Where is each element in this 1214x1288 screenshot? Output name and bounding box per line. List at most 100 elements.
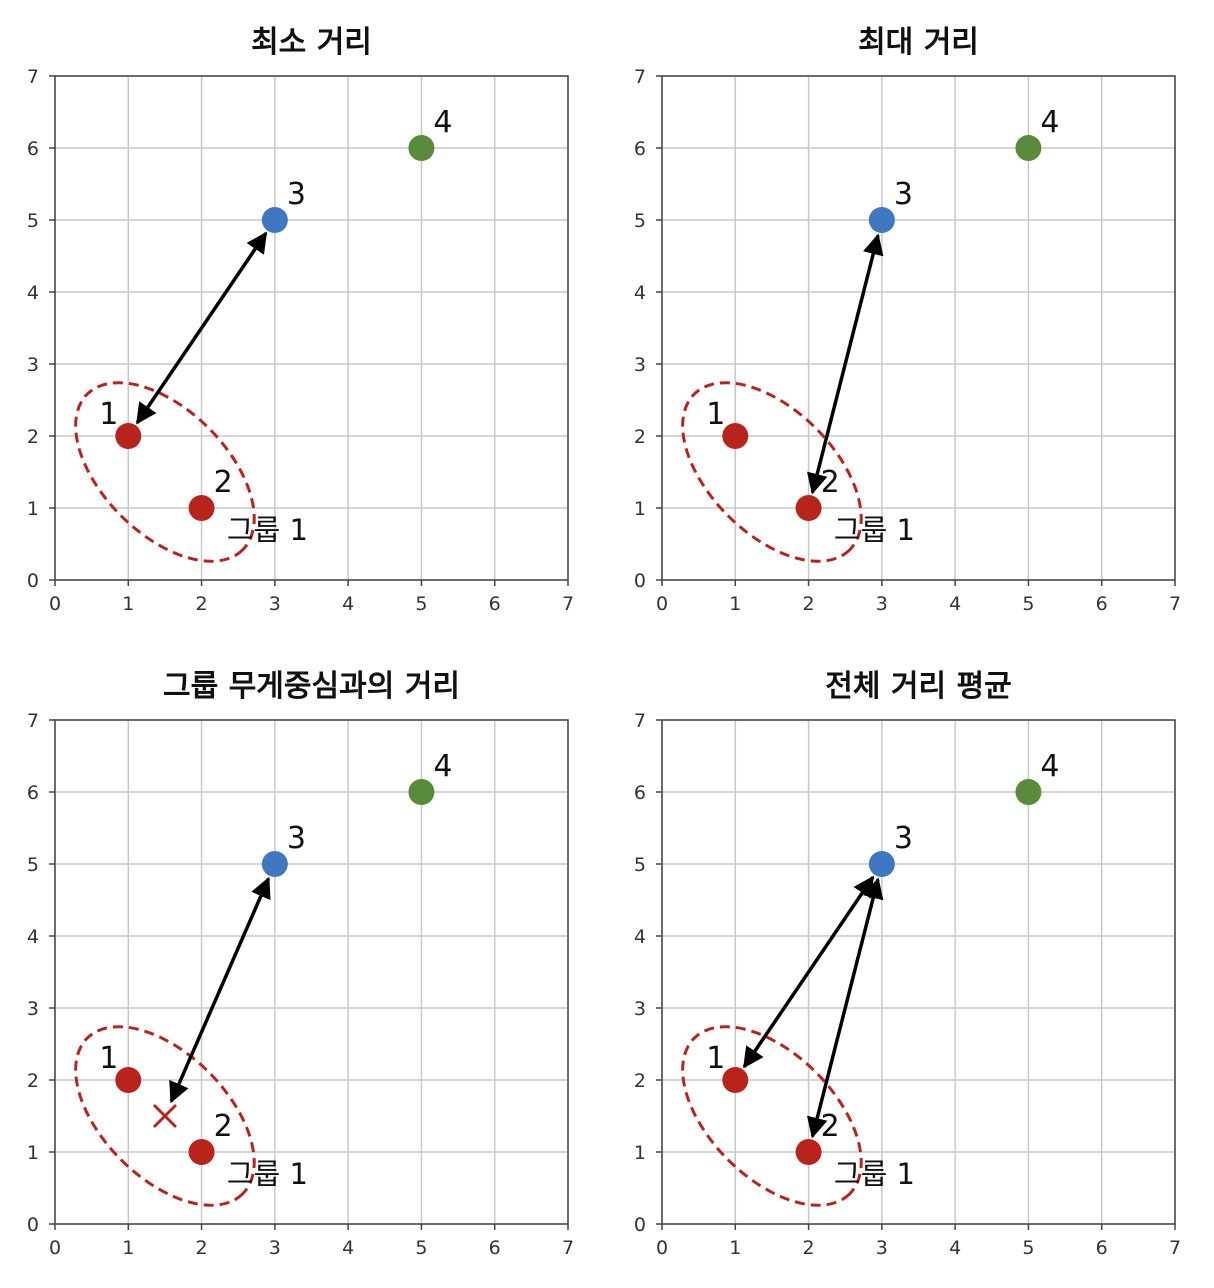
y-tick-label: 1 <box>634 1142 646 1164</box>
chart-panel: 그룹 무게중심과의 거리 0 1 2 3 4 5 6 7 0 1 2 3 4 5 6 7 그룹 1 1 2 3 4 <box>0 644 607 1288</box>
point-label: 4 <box>1040 105 1059 140</box>
x-tick-label: 2 <box>803 593 815 615</box>
data-point <box>188 1139 215 1165</box>
y-tick-label: 1 <box>634 498 646 520</box>
data-point <box>722 1067 749 1093</box>
y-tick-label: 1 <box>27 1142 39 1164</box>
chart-title: 최소 거리 <box>251 25 372 60</box>
y-tick-label: 5 <box>27 210 39 232</box>
data-point <box>868 851 895 877</box>
data-point <box>795 495 822 521</box>
group-label: 그룹 1 <box>834 1157 915 1191</box>
x-tick-label: 6 <box>489 1237 501 1259</box>
x-tick-label: 6 <box>1096 593 1108 615</box>
group-ellipse <box>74 381 256 563</box>
x-tick-label: 4 <box>342 1237 354 1259</box>
data-point <box>868 207 895 233</box>
point-label: 2 <box>214 1109 233 1144</box>
x-tick-label: 0 <box>49 593 61 615</box>
data-point <box>1015 779 1042 805</box>
y-tick-label: 4 <box>27 926 39 948</box>
x-tick-label: 5 <box>1022 1237 1034 1259</box>
x-tick-label: 7 <box>562 593 574 615</box>
y-tick-label: 5 <box>634 210 646 232</box>
x-tick-label: 1 <box>122 1237 134 1259</box>
y-tick-label: 2 <box>634 426 646 448</box>
x-tick-label: 0 <box>656 593 668 615</box>
y-tick-label: 2 <box>634 1070 646 1092</box>
data-point <box>115 423 142 449</box>
chart-title: 그룹 무게중심과의 거리 <box>163 669 460 704</box>
y-tick-label: 7 <box>27 66 39 88</box>
x-tick-label: 4 <box>949 593 961 615</box>
y-tick-label: 4 <box>634 926 646 948</box>
x-tick-label: 3 <box>269 1237 281 1259</box>
y-tick-label: 5 <box>634 854 646 876</box>
distance-arrow <box>807 233 884 495</box>
point-label: 2 <box>214 465 233 500</box>
point-label: 3 <box>287 821 306 856</box>
chart-title: 전체 거리 평균 <box>825 669 1012 704</box>
x-tick-label: 1 <box>122 593 134 615</box>
chart-svg: 그룹 무게중심과의 거리 0 1 2 3 4 5 6 7 0 1 2 3 4 5 6 7 그룹 1 1 2 3 4 <box>27 669 574 1259</box>
y-tick-label: 2 <box>27 1070 39 1092</box>
chart-panel: 최대 거리 0 1 2 3 4 5 6 7 0 1 2 3 4 5 6 7 그룹 1 1 2 3 4 <box>607 0 1214 644</box>
point-label: 1 <box>706 397 725 432</box>
x-tick-label: 4 <box>949 1237 961 1259</box>
point-label: 4 <box>433 105 452 140</box>
x-tick-label: 7 <box>562 1237 574 1259</box>
x-tick-label: 0 <box>656 1237 668 1259</box>
x-tick-label: 3 <box>876 593 888 615</box>
data-point <box>188 495 215 521</box>
y-tick-label: 4 <box>634 282 646 304</box>
y-tick-label: 2 <box>27 426 39 448</box>
point-label: 1 <box>99 1041 118 1076</box>
chart-panel: 전체 거리 평균 0 1 2 3 4 5 6 7 0 1 2 3 4 5 6 7 그룹 1 1 2 3 4 <box>607 644 1214 1288</box>
data-point <box>722 423 749 449</box>
y-tick-label: 6 <box>27 782 39 804</box>
x-tick-label: 6 <box>489 593 501 615</box>
x-tick-label: 6 <box>1096 1237 1108 1259</box>
y-tick-label: 6 <box>634 138 646 160</box>
distance-arrow <box>135 231 268 425</box>
y-tick-label: 0 <box>27 570 39 592</box>
chart-svg: 전체 거리 평균 0 1 2 3 4 5 6 7 0 1 2 3 4 5 6 7 그룹 1 1 2 3 4 <box>634 669 1181 1259</box>
x-tick-label: 5 <box>415 593 427 615</box>
y-tick-label: 0 <box>634 570 646 592</box>
chart-title: 최대 거리 <box>858 25 979 60</box>
y-tick-label: 3 <box>634 354 646 376</box>
x-tick-label: 4 <box>342 593 354 615</box>
y-tick-label: 6 <box>634 782 646 804</box>
point-label: 1 <box>706 1041 725 1076</box>
x-tick-label: 5 <box>415 1237 427 1259</box>
x-tick-label: 0 <box>49 1237 61 1259</box>
data-point <box>408 779 435 805</box>
point-label: 3 <box>287 177 306 212</box>
x-tick-label: 3 <box>269 593 281 615</box>
distance-arrow <box>169 876 271 1104</box>
group-label: 그룹 1 <box>834 513 915 547</box>
distance-arrow <box>807 877 884 1139</box>
y-tick-label: 3 <box>634 998 646 1020</box>
data-point <box>261 207 288 233</box>
x-tick-label: 2 <box>803 1237 815 1259</box>
data-point <box>408 135 435 161</box>
chart-panel: 최소 거리 0 1 2 3 4 5 6 7 0 1 2 3 4 5 6 7 그룹 1 1 2 3 4 <box>0 0 607 644</box>
group-ellipse <box>681 1025 863 1207</box>
data-point <box>795 1139 822 1165</box>
y-tick-label: 4 <box>27 282 39 304</box>
y-tick-label: 3 <box>27 354 39 376</box>
axes-frame <box>661 75 1176 581</box>
point-label: 2 <box>821 1109 840 1144</box>
group-label: 그룹 1 <box>227 513 308 547</box>
chart-svg: 최소 거리 0 1 2 3 4 5 6 7 0 1 2 3 4 5 6 7 그룹 1 1 2 3 4 <box>27 25 574 615</box>
x-tick-label: 1 <box>729 593 741 615</box>
x-tick-label: 5 <box>1022 593 1034 615</box>
group-label: 그룹 1 <box>227 1157 308 1191</box>
x-tick-label: 7 <box>1169 1237 1181 1259</box>
y-tick-label: 7 <box>27 710 39 732</box>
axes-frame <box>54 719 569 1225</box>
point-label: 2 <box>821 465 840 500</box>
data-point <box>1015 135 1042 161</box>
y-tick-label: 1 <box>27 498 39 520</box>
